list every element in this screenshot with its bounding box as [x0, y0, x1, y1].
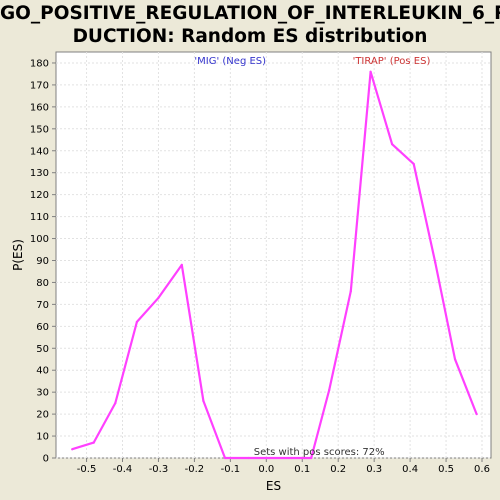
data-point — [328, 388, 331, 392]
x-tick-label: 0.4 — [402, 464, 418, 475]
x-tick-label: -0.5 — [77, 464, 97, 475]
y-tick-label: 70 — [36, 300, 49, 311]
y-tick-label: 130 — [30, 168, 49, 179]
x-tick-label: 0.2 — [330, 464, 346, 475]
data-point — [391, 143, 394, 146]
series-line — [71, 70, 478, 460]
y-tick-label: 90 — [36, 256, 49, 267]
y-tick-label: 40 — [36, 366, 49, 377]
x-tick-label: 0.0 — [258, 464, 274, 475]
x-tick-label: 0.3 — [366, 464, 382, 475]
data-point — [247, 456, 250, 460]
x-tick-label: -0.2 — [185, 464, 205, 475]
y-axis-label: P(ES) — [11, 239, 25, 271]
y-tick-label: 60 — [36, 322, 49, 333]
annotations: 'MIG' (Neg ES) 'TIRAP' (Pos ES) Sets with … — [194, 56, 430, 458]
data-point — [180, 263, 183, 266]
annotation-label: 'MIG' (Neg ES) — [194, 56, 266, 67]
x-tick-label: 0.1 — [294, 464, 310, 475]
y-tick-label: 80 — [36, 278, 49, 289]
y-tick-label: 0 — [43, 454, 49, 465]
y-tick-label: 100 — [30, 234, 49, 245]
data-point — [290, 456, 293, 460]
plot-background — [55, 51, 492, 459]
grid-lines — [56, 52, 491, 459]
x-tick-label: -0.1 — [221, 464, 241, 475]
annotation-label: 'TIRAP' (Pos ES) — [353, 56, 431, 67]
chart-title-line-1: GO_POSITIVE_REGULATION_OF_INTERLEUKIN_6_… — [0, 3, 500, 24]
y-tick-label: 160 — [30, 102, 49, 113]
data-point — [453, 358, 457, 361]
y-tick-label: 10 — [36, 432, 49, 443]
data-point — [475, 413, 478, 416]
x-tick-label: 0.6 — [474, 464, 490, 475]
data-point — [71, 448, 74, 451]
y-axis: 0 10 20 30 40 50 60 70 80 90 100 110 120 130 140 150 160… — [30, 58, 56, 465]
chart-title-line-2: DUCTION: Random ES distribution — [72, 26, 428, 47]
data-point — [114, 402, 117, 405]
x-axis-label: ES — [266, 479, 281, 493]
x-tick-label: -0.4 — [113, 464, 133, 475]
data-point — [310, 456, 313, 460]
y-tick-label: 110 — [30, 212, 49, 223]
x-tick-label: -0.3 — [149, 464, 169, 475]
data-point — [157, 296, 160, 299]
data-point — [92, 441, 95, 444]
data-point — [268, 456, 272, 460]
data-point — [349, 290, 352, 293]
data-point — [412, 162, 415, 166]
series-layer — [71, 70, 478, 460]
y-tick-label: 30 — [36, 388, 49, 399]
x-axis: -0.5 -0.4 -0.3 -0.2 -0.1 0.0 0.1 0.2 0.3 0.4 0.5 0.… — [77, 458, 490, 475]
data-point — [369, 70, 372, 73]
data-point — [202, 399, 205, 403]
y-tick-label: 50 — [36, 344, 49, 355]
data-point — [135, 320, 138, 324]
chart-title: GO_POSITIVE_REGULATION_OF_INTERLEUKIN_6_… — [0, 2, 500, 48]
y-tick-label: 170 — [30, 80, 49, 91]
annotation-label: Sets with pos scores: 72% — [254, 447, 385, 458]
y-tick-label: 20 — [36, 410, 49, 421]
y-tick-label: 140 — [30, 146, 49, 157]
y-tick-label: 180 — [30, 58, 49, 69]
data-point — [223, 456, 227, 460]
data-point — [434, 261, 437, 264]
y-tick-label: 120 — [30, 190, 49, 201]
y-tick-label: 150 — [30, 124, 49, 135]
x-tick-label: 0.5 — [438, 464, 454, 475]
